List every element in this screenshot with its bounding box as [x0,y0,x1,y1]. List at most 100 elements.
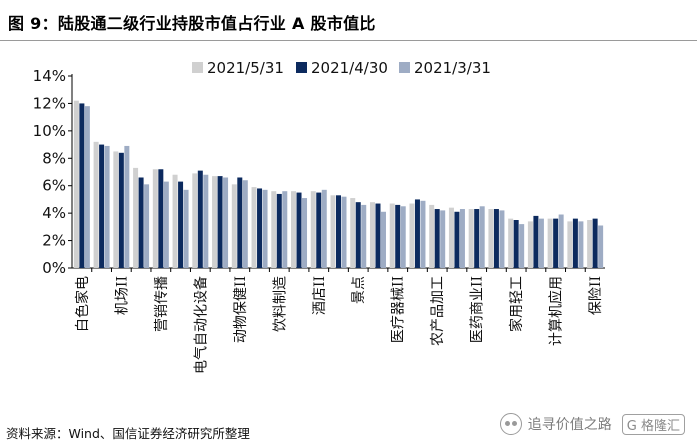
y-axis-labels: 0% 2% 4% 6% 8% 10% 12% 14% [33,67,66,277]
bar-3 [400,206,406,268]
bar-1 [468,209,474,268]
bar-1 [212,176,218,268]
bar-1 [448,207,454,268]
bar-2 [197,170,203,268]
bar-3 [124,145,130,268]
bar-3 [361,204,367,268]
bar-3 [223,177,229,268]
bar-2 [434,209,440,268]
bar-1 [113,151,119,268]
x-category-label: 电气自动化设备 [192,276,209,374]
x-category-label: 饮料制造 [272,276,288,332]
bar-1 [93,141,99,268]
bar-3 [578,221,584,268]
bar-2 [79,103,85,269]
bar-2 [454,211,460,268]
bar-2 [336,195,341,268]
bar-1 [152,169,158,268]
bar-1 [172,174,178,268]
bar-3 [183,189,189,268]
bar-1 [389,203,395,268]
bar-2 [474,209,480,268]
bar-1 [133,167,139,268]
y-tick-label: 8% [42,149,66,167]
bar-1 [587,220,593,268]
legend-swatch [296,62,307,73]
x-category-label: 农产品加工 [430,276,446,346]
bar-2 [553,218,559,268]
bar-2 [572,218,578,268]
y-tick-label: 12% [33,94,66,112]
x-category-label: 保险II [588,276,604,315]
bar-1 [251,187,257,268]
figure-title: 图 9：陆股通二级行业持股市值占行业 A 股市值比 [8,14,376,33]
bar-2 [395,204,401,268]
bar-1 [330,195,336,268]
bar-3 [321,189,327,268]
legend-label: 2021/3/31 [414,59,491,77]
bar-3 [104,145,110,268]
y-tick-label: 14% [33,67,66,85]
source-note: 资料来源：Wind、国信证券经济研究所整理 [6,426,250,441]
x-category-label: 酒店II [312,276,328,315]
bar-2 [237,177,243,268]
bar-2 [257,188,263,268]
bar-2 [414,199,420,268]
bar-3 [302,198,308,268]
y-tick-label: 0% [42,259,66,277]
bar-2 [217,176,223,268]
y-tick-label: 2% [42,232,66,250]
bar-1 [547,218,553,268]
watermark-text: 追寻价值之路 [527,417,612,433]
bar-2 [316,192,322,268]
x-category-label: 动物保健II [233,276,249,343]
chart-area: 0% 2% 4% 6% 8% 10% 12% 14% 白色家电 机场II 营销传播 电气自动化设备 动… [0,40,697,420]
bar-3 [380,211,386,268]
bar-1 [271,191,277,268]
y-tick-label: 4% [42,204,66,222]
bar-3 [519,224,525,268]
bar-3 [499,210,505,268]
bar-1 [409,203,415,268]
bar-3 [440,210,446,268]
x-category-label: 机场II [114,276,130,315]
x-category-label: 计算机应用 [548,276,565,346]
bar-2 [276,193,282,268]
legend-label: 2021/5/31 [207,59,284,77]
bar-3 [163,181,169,268]
chart-legend: 2021/5/31 2021/4/30 2021/3/31 [192,59,491,77]
bar-2 [513,220,519,268]
bar-3 [203,174,209,268]
x-category-label: 景点 [351,276,367,304]
bar-3 [242,180,248,268]
bar-3 [538,218,544,268]
bar-3 [558,214,564,268]
bar-1 [231,184,237,268]
legend-label: 2021/4/30 [311,59,388,77]
bar-1 [429,204,435,268]
figure-header: 图 9：陆股通二级行业持股市值占行业 A 股市值比 [0,0,697,41]
bar-2 [138,177,144,268]
legend-swatch [192,62,203,73]
bar-1 [527,221,533,268]
bar-3 [341,196,347,268]
y-tick-label: 10% [33,122,66,140]
wechat-icon [499,413,522,435]
bar-2 [99,144,105,268]
bar-2 [375,203,381,268]
bar-2 [355,202,361,268]
bar-1 [508,218,514,268]
bar-3 [84,106,90,268]
bar-1 [567,221,573,268]
bar-2 [493,209,499,268]
watermark: 追寻价值之路 G 格隆汇 [499,406,685,442]
y-tick-label: 6% [42,177,66,195]
bar-3 [459,209,465,268]
bar-chart: 0% 2% 4% 6% 8% 10% 12% 14% 白色家电 机场II 营销传播 电气自动化设备 动… [33,59,605,374]
bar-2 [592,218,598,268]
x-category-label: 营销传播 [154,276,170,332]
gelonghui-logo: G 格隆汇 [621,413,685,435]
bar-1 [192,173,198,268]
bar-2 [178,181,184,268]
bar-3 [479,206,485,268]
